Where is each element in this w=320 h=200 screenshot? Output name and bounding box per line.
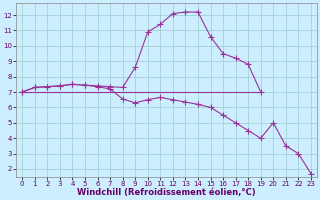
X-axis label: Windchill (Refroidissement éolien,°C): Windchill (Refroidissement éolien,°C) — [77, 188, 256, 197]
